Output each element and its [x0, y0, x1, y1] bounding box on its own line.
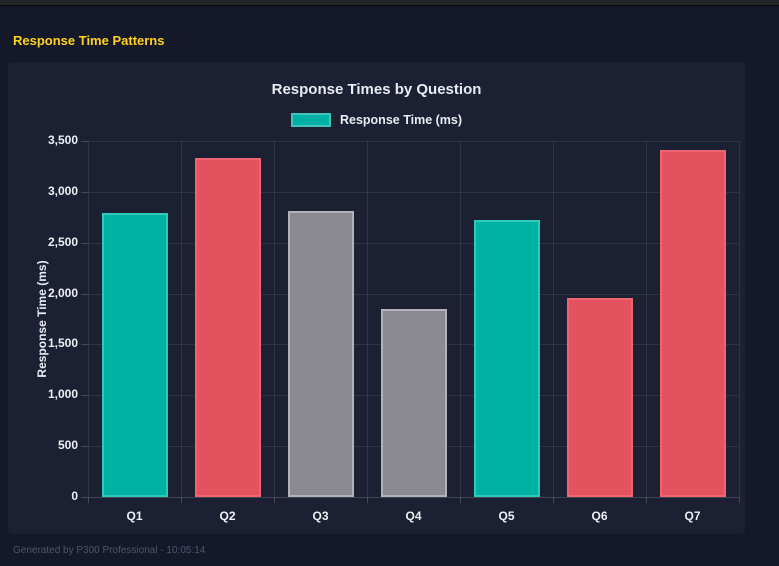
y-axis-tick — [81, 497, 88, 498]
bar-q7[interactable] — [659, 150, 726, 497]
gridline-vertical — [274, 141, 275, 497]
y-tick-label: 1,000 — [47, 387, 78, 402]
chart-card: Response Times by Question Response Time… — [8, 62, 745, 534]
x-axis-tick — [646, 497, 647, 503]
gridline-horizontal — [88, 293, 739, 295]
y-tick-label: 1,500 — [47, 336, 78, 351]
gridline-vertical — [367, 141, 368, 497]
chart-legend[interactable]: Response Time (ms) — [8, 113, 745, 127]
legend-swatch[interactable] — [290, 113, 331, 127]
x-axis-tick — [739, 497, 740, 503]
x-axis-tick — [88, 497, 89, 503]
y-axis-tick — [81, 191, 88, 193]
gridline-horizontal — [88, 497, 739, 498]
y-tick-label: 3,500 — [47, 133, 78, 147]
x-axis-tick — [367, 497, 368, 503]
bar-q4[interactable] — [380, 309, 447, 497]
x-axis-tick — [553, 497, 554, 503]
y-tick-label: 3,000 — [47, 183, 78, 198]
chart-title: Response Times by Question — [271, 81, 482, 98]
y-axis-tick — [81, 293, 88, 295]
x-tick-label: Q4 — [405, 509, 422, 523]
y-axis-tick — [81, 242, 88, 244]
y-axis-title: Response Time (ms) — [35, 260, 49, 378]
bar-q2[interactable] — [194, 158, 261, 497]
gridline-vertical — [553, 141, 554, 497]
page-title: Response Time Patterns — [13, 33, 165, 48]
gridline-vertical — [88, 141, 89, 497]
footer-status-text: Generated by P300 Professional - 10:05:1… — [13, 545, 206, 556]
y-axis-tick — [81, 344, 88, 346]
legend-label: Response Time (ms) — [339, 113, 463, 127]
y-tick-label: 500 — [57, 438, 78, 453]
gridline-horizontal — [88, 141, 739, 142]
y-tick-label: 2,500 — [47, 234, 78, 249]
y-tick-label: 2,000 — [47, 285, 78, 300]
x-tick-label: Q7 — [684, 509, 701, 523]
gridline-vertical — [646, 141, 647, 497]
bar-q6[interactable] — [566, 297, 633, 497]
gridline-vertical — [739, 141, 740, 497]
x-tick-label: Q1 — [126, 509, 143, 523]
window-top-strip — [0, 0, 779, 6]
gridline-horizontal — [88, 242, 739, 244]
gridline-horizontal — [88, 191, 739, 193]
bar-q3[interactable] — [287, 211, 354, 497]
bar-q5[interactable] — [473, 219, 540, 497]
y-axis-tick — [81, 446, 88, 448]
y-axis-tick — [81, 395, 88, 397]
x-axis-tick — [181, 497, 182, 503]
x-tick-label: Q6 — [591, 509, 608, 523]
y-tick-label: 0 — [71, 489, 78, 503]
gridline-vertical — [460, 141, 461, 497]
x-tick-label: Q2 — [219, 509, 236, 523]
y-axis-tick — [81, 141, 88, 142]
bar-q1[interactable] — [101, 212, 168, 497]
x-tick-label: Q5 — [498, 509, 515, 523]
x-tick-label: Q3 — [312, 509, 329, 523]
x-axis-tick — [274, 497, 275, 503]
x-axis-tick — [460, 497, 461, 503]
gridline-vertical — [181, 141, 182, 497]
